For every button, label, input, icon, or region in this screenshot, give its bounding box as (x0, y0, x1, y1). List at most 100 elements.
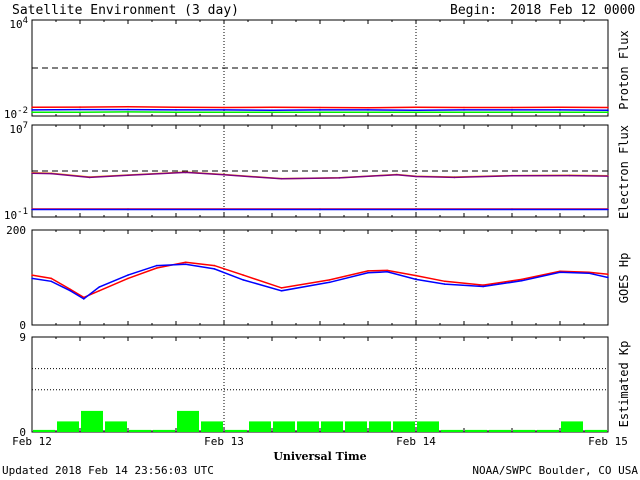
goes_hp-ytick-200: 200 (6, 224, 26, 237)
electron-point-purple (338, 177, 341, 179)
electron-point-blue (511, 208, 513, 211)
proton-point-blue (607, 109, 609, 111)
electron-frame (31, 124, 609, 218)
kp-bar (201, 421, 223, 432)
kp-frame (31, 336, 609, 433)
goes_hp-point-red (50, 277, 52, 280)
proton-point-blue (319, 109, 321, 111)
goes_hp-point-blue (184, 263, 187, 266)
electron-ytick-bottom: 10-1 (4, 207, 28, 222)
kp-bar (345, 421, 367, 432)
goes_hp-point-red (31, 274, 33, 276)
goes_hp-point-blue (156, 264, 158, 267)
proton-point-red (463, 106, 465, 109)
kp-bar (513, 429, 535, 432)
electron-ytick-top: 107 (9, 121, 28, 136)
proton-point-green (367, 111, 369, 114)
goes_hp-point-red (367, 270, 369, 272)
proton-point-green (271, 111, 273, 114)
goes_hp-point-blue (482, 285, 485, 288)
proton-flux-ylabel: Proton Flux (617, 30, 631, 109)
kp-bar (369, 421, 391, 432)
goes_hp-point-red (386, 269, 389, 272)
goes_hp-point-red (328, 279, 331, 281)
electron-point-purple (50, 172, 52, 175)
proton-ytick-bottom: 10-2 (4, 106, 28, 121)
credit-text: NOAA/SWPC Boulder, CO USA (472, 464, 638, 477)
goes_hp-point-red (415, 274, 417, 277)
goes_hp-point-red (156, 267, 158, 269)
x-tick-label-feb13: Feb 13 (204, 435, 244, 448)
kp-bar (417, 421, 439, 432)
proton-point-blue (127, 108, 129, 111)
proton-point-green (511, 111, 513, 114)
proton-point-green (559, 111, 561, 114)
goes_hp-point-blue (50, 280, 52, 283)
proton-point-green (415, 111, 417, 114)
kp-bar (297, 421, 319, 432)
proton-point-red (271, 106, 273, 109)
updated-timestamp: Updated 2018 Feb 14 23:56:03 UTC (2, 464, 214, 477)
goes_hp-point-blue (83, 298, 85, 300)
proton-point-red (367, 106, 369, 109)
electron-point-blue (127, 208, 129, 211)
proton-point-blue (415, 109, 417, 111)
goes_hp-point-red (280, 287, 283, 289)
goes_hp-point-blue (213, 268, 216, 270)
proton-point-red (79, 106, 81, 108)
proton-point-green (607, 111, 609, 114)
electron-ytick-bottom-exp: -1 (17, 207, 28, 217)
proton-frame (31, 19, 609, 117)
kp-bar (33, 429, 55, 432)
kp-bar (393, 421, 415, 432)
kp-bar (57, 421, 79, 432)
goes_hp-point-red (213, 264, 216, 267)
goes_hp-point-blue (98, 286, 100, 288)
electron-point-purple (453, 176, 456, 179)
proton-point-red (415, 106, 417, 109)
proton-point-green (175, 111, 177, 114)
kp-bar (81, 410, 103, 432)
goes_hp-point-blue (386, 271, 389, 273)
goes-hp-panel: 0 200 (6, 224, 609, 332)
goes_hp-point-blue (415, 278, 417, 281)
goes_hp-point-blue (31, 277, 33, 280)
goes_hp-point-red (444, 280, 446, 283)
electron-point-purple (396, 173, 398, 176)
proton-point-red (607, 106, 609, 109)
electron-point-purple (280, 178, 283, 180)
electron-point-purple (568, 174, 571, 177)
proton-point-blue (511, 109, 513, 111)
x-axis-label: Universal Time (273, 450, 366, 463)
proton-point-green (127, 111, 129, 113)
goes-hp-ylabel: GOES Hp (617, 253, 631, 304)
electron-point-blue (415, 208, 417, 211)
goes_hp-point-blue (69, 290, 72, 292)
x-tick-label-feb12: Feb 12 (12, 435, 52, 448)
proton-ytick-top-exp: 4 (23, 16, 28, 26)
chart-title: Satellite Environment (3 day) (12, 3, 239, 18)
proton-point-blue (367, 109, 369, 111)
kp-bar (273, 421, 295, 432)
proton-point-green (31, 111, 33, 114)
electron-point-purple (31, 172, 33, 174)
kp-bar (105, 421, 127, 432)
goes_hp-point-blue (328, 281, 331, 284)
proton-point-blue (463, 109, 465, 111)
proton-point-red (127, 105, 129, 108)
kp-bar (249, 421, 271, 432)
electron-point-blue (223, 208, 225, 211)
kp-bar (321, 421, 343, 432)
electron-ytick-top-exp: 7 (23, 121, 28, 131)
goes_hp-ytick-0: 0 (19, 319, 26, 332)
electron-series-purple (31, 171, 609, 180)
x-tick-label-feb15: Feb 15 (588, 435, 628, 448)
goes_hp-point-blue (280, 290, 283, 292)
electron-point-purple (415, 175, 417, 178)
electron-point-blue (607, 208, 609, 211)
electron-point-purple (511, 175, 513, 177)
proton-point-blue (559, 109, 561, 111)
kp-bar (585, 429, 607, 432)
proton-ytick-top: 104 (9, 16, 28, 31)
